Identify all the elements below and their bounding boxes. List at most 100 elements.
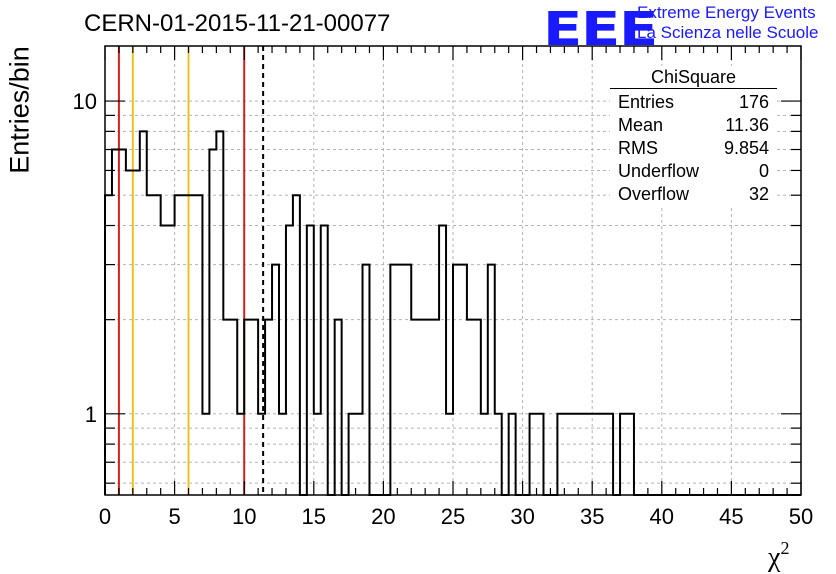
histogram-bin [258,414,265,495]
x-tick-label: 15 [302,504,326,529]
histogram-bin [133,170,140,495]
histogram-bin [189,195,196,495]
stats-row-overflow: Overflow 32 [610,183,777,206]
histogram-bin [488,265,495,495]
histogram-bin [620,414,627,495]
histogram-bin [251,320,258,495]
histogram-bin [390,265,397,495]
histogram-bin [537,414,544,495]
stats-box-title: ChiSquare [610,66,777,89]
histogram-bin [147,195,154,495]
stats-value: 9.854 [723,138,769,158]
histogram-bin [265,320,272,495]
histogram-bin [286,226,293,495]
histogram-bin [195,195,202,495]
histogram-bin [585,414,592,495]
x-tick-label: 25 [441,504,465,529]
x-axis-label: χ2 [768,538,789,574]
x-tick-label: 30 [510,504,534,529]
histogram-bin [606,414,613,495]
histogram-bin [495,414,502,495]
histogram-series [104,130,801,496]
histogram-bin [349,414,356,495]
histogram-bin [154,195,161,495]
stats-row-entries: Entries 176 [610,91,777,114]
histogram-bin [307,226,314,495]
histogram-bin [223,320,230,495]
histogram-bin [314,414,321,495]
y-tick-label: 10 [73,89,97,114]
x-tick-label: 5 [168,504,180,529]
histogram-bin [202,414,209,495]
histogram-bin [161,226,168,495]
histogram-bin [363,265,370,495]
histogram-bin [244,320,251,495]
histogram-bin [356,414,363,495]
histogram-bin [335,320,342,495]
histogram-bin [446,414,453,495]
y-tick-label: 1 [85,402,97,427]
stats-label: Overflow [618,184,690,204]
histogram-bin [439,226,446,495]
x-tick-label: 45 [719,504,743,529]
histogram-bin [237,414,244,495]
histogram-bin [481,414,488,495]
stats-label: Underflow [618,161,700,181]
histogram-bin [418,320,425,495]
stats-value: 32 [748,184,769,204]
stats-value: 176 [738,92,769,112]
histogram-bin [425,320,432,495]
histogram-bin [182,195,189,495]
histogram-bin [126,170,133,495]
histogram-bin [168,226,175,495]
histogram-bin [272,265,279,495]
stats-row-mean: Mean 11.36 [610,114,777,137]
histogram-bin [578,414,585,495]
x-tick-label: 0 [99,504,111,529]
histogram-bin [175,195,182,495]
histogram-bin [209,150,216,495]
histogram-bin [592,414,599,495]
histogram-bin [571,414,578,495]
stats-label: Mean [618,115,664,135]
histogram-bin [404,265,411,495]
histogram-bin [112,150,119,495]
histogram-bin [397,265,404,495]
x-axis-label-superscript: 2 [780,538,790,558]
stats-row-underflow: Underflow 0 [610,160,777,183]
logo-line-2: La Scienza nelle Scuole [637,23,819,42]
histogram-bin [321,226,328,495]
stats-value: 11.36 [725,115,769,135]
histogram-bin [557,414,564,495]
histogram-bin [530,414,537,495]
histogram-bin [474,320,481,495]
histogram-bin [105,195,112,495]
histogram-bin [432,320,439,495]
histogram-bin [119,150,126,495]
logo-line-1: Extreme Energy Events [637,3,816,22]
x-axis-label-base: χ [768,542,781,573]
histogram-bin [230,320,237,495]
stats-label: Entries [618,92,675,112]
histogram-bin [509,414,516,495]
histogram-bin [411,320,418,495]
histogram-bin [453,265,460,495]
eee-logo: EEE [543,2,658,56]
stats-box: ChiSquare Entries 176 Mean 11.36 RMS 9.8… [610,66,777,206]
stats-label: RMS [618,138,658,158]
x-tick-label: 50 [789,504,813,529]
histogram-bin [599,414,606,495]
chart-title: CERN-01-2015-11-21-00077 [84,10,391,37]
stats-row-rms: RMS 9.854 [610,137,777,160]
stats-value: 0 [758,161,769,181]
histogram-bin [279,414,286,495]
histogram-bin [460,265,467,495]
y-axis-label: Entries/bin [4,46,35,174]
histogram-bin [216,131,223,495]
histogram-bin [140,131,147,495]
x-tick-label: 10 [232,504,256,529]
x-tick-label: 20 [371,504,395,529]
histogram-bin [627,414,634,495]
histogram-bin [564,414,571,495]
